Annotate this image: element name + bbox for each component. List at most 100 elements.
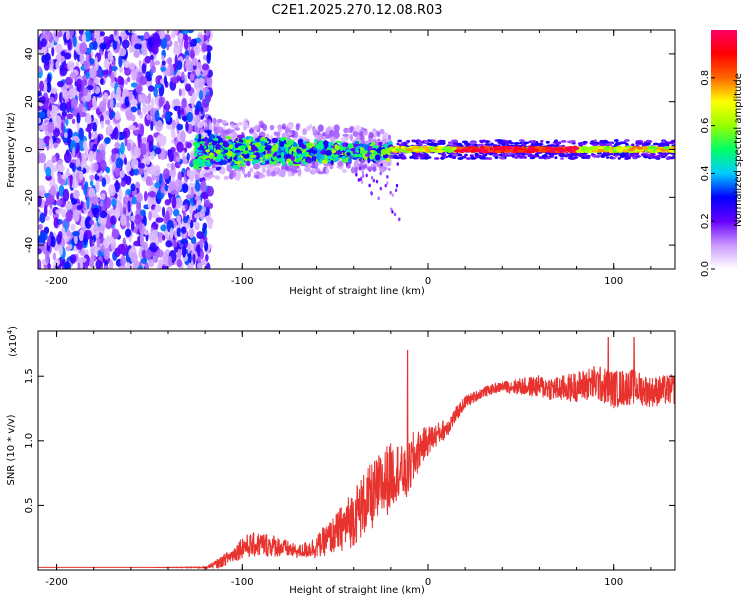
spectrogram-noise-speckle: [134, 214, 142, 225]
spectrogram-band-cell: [367, 145, 374, 152]
spectrogram-carrier-glow: [482, 139, 486, 143]
spectrogram-noise-speckle: [66, 167, 70, 178]
spectrogram-carrier-cell: [445, 149, 452, 153]
spectrogram-halo: [258, 120, 263, 127]
spectrogram-carrier-glow: [670, 139, 675, 143]
spectrogram-halo: [346, 127, 351, 133]
spectrogram-noise-speckle: [113, 127, 119, 140]
spectrogram-noise-speckle: [92, 40, 98, 51]
spectrogram-band-cell: [344, 157, 350, 163]
spectrogram-carrier-glow: [559, 157, 565, 160]
spectrogram-carrier-cell: [628, 148, 635, 152]
spectrogram-noise-speckle: [101, 69, 109, 76]
spectrogram-noise-speckle: [106, 197, 111, 203]
spectrogram-noise-speckle: [113, 30, 118, 36]
spectrogram-carrier-glow: [469, 156, 477, 160]
spectrogram-halo: [340, 137, 346, 142]
spectrogram-noise-speckle: [176, 75, 181, 82]
spectrogram-streak-cell: [365, 173, 368, 178]
spectrogram-noise-speckle: [176, 215, 182, 223]
spectrogram-noise-speckle: [114, 179, 120, 192]
spectrogram-band-cell: [374, 154, 381, 161]
spectrogram-noise-speckle: [147, 196, 152, 210]
spectrogram-halo: [236, 173, 241, 182]
spectrogram-carrier-glow: [583, 154, 588, 157]
spectrogram-band-cell: [326, 146, 332, 150]
spectrogram-halo: [352, 130, 359, 137]
spectrogram-noise-speckle: [89, 180, 94, 187]
spectrogram-noise-speckle: [65, 210, 73, 222]
spectrogram-band-cell: [307, 157, 312, 162]
spectrogram-halo: [328, 129, 335, 137]
spectrogram-noise-speckle: [124, 95, 130, 108]
spectrogram-noise-speckle: [111, 153, 116, 163]
spectrogram-band-cell: [279, 141, 284, 148]
spectrogram-streak-cell: [363, 164, 367, 169]
spectrogram-carrier-glow: [640, 153, 646, 157]
spectrogram-noise-speckle: [145, 156, 151, 166]
spectrogram-carrier-glow: [621, 151, 629, 155]
spectrogram-carrier-glow: [412, 154, 419, 158]
spectrogram-carrier-cell: [592, 149, 598, 153]
spectrogram-band-cell: [265, 145, 272, 149]
spectrogram-noise-speckle: [206, 52, 211, 64]
spectrogram-noise-speckle: [197, 256, 201, 265]
spectrogram-noise-speckle: [171, 196, 177, 209]
spectrogram-noise-speckle: [89, 219, 95, 226]
spectrogram-noise-speckle: [158, 173, 163, 186]
spectrogram-noise-speckle: [70, 223, 76, 231]
spectrogram-band-cell: [323, 160, 328, 164]
spectrogram-noise-speckle: [130, 158, 139, 170]
spectrogram-halo: [295, 124, 300, 131]
spectrogram-carrier-cell: [425, 148, 429, 153]
spectrogram-halo: [216, 118, 223, 124]
spectrogram-halo: [244, 173, 248, 178]
spectrogram-carrier-glow: [567, 154, 574, 158]
spectrogram-noise-speckle: [112, 59, 116, 68]
spectrogram-halo: [277, 128, 283, 133]
spectrogram-carrier-glow: [635, 155, 642, 158]
spectrogram-noise-speckle: [150, 199, 155, 206]
spectrogram-band-cell: [227, 151, 233, 157]
spectrogram-noise-speckle: [86, 48, 92, 54]
spectrogram-noise-speckle: [183, 38, 189, 50]
spectrogram-band-cell: [286, 140, 294, 146]
spectrogram-halo: [221, 119, 227, 126]
spectrogram-noise-speckle: [172, 119, 176, 130]
spectrogram-noise-speckle: [92, 30, 101, 39]
spectrogram-noise-speckle: [69, 162, 74, 169]
spectrogram-band-cell: [245, 136, 250, 140]
spectrogram-noise-speckle: [119, 169, 125, 178]
spectrogram-noise-speckle: [199, 89, 204, 101]
spectrogram-noise-speckle: [164, 229, 169, 240]
spectrogram-band-cell: [271, 154, 277, 157]
spectrogram-noise-speckle: [78, 127, 84, 141]
spectrogram-halo: [317, 171, 325, 175]
spectrogram-noise-speckle: [115, 102, 122, 108]
spectrogram-noise-speckle: [38, 224, 43, 231]
spectrogram-noise-speckle: [148, 210, 152, 221]
spectrogram-noise-speckle: [38, 80, 44, 92]
spectrogram-noise-speckle: [204, 240, 209, 252]
spectrogram-band-cell: [339, 145, 344, 152]
spectrogram-streak-cell: [361, 174, 365, 178]
spectrogram-band-cell: [277, 157, 285, 161]
spectrogram-noise-speckle: [61, 110, 68, 117]
spectrogram-carrier-cell: [470, 149, 477, 153]
spectrogram-band-cell: [272, 144, 279, 151]
spectrogram-noise-speckle: [65, 76, 73, 86]
spectrogram-noise-speckle: [201, 63, 209, 71]
spectrogram-noise-speckle: [120, 255, 126, 267]
spectrogram-carrier-glow: [433, 157, 440, 160]
spectrogram-noise-speckle: [123, 90, 130, 97]
spectrogram-noise-speckle: [188, 36, 192, 43]
spectrogram-carrier-glow: [652, 153, 656, 156]
spectrogram-carrier-cell: [528, 145, 532, 149]
spectrogram-noise-speckle: [45, 250, 50, 264]
spectrogram-carrier-glow: [400, 156, 407, 160]
spectrogram-carrier-glow: [393, 154, 398, 158]
spectrogram-noise-speckle: [137, 162, 145, 170]
spectrogram-noise-speckle: [72, 230, 80, 237]
spectrogram-carrier-cell: [612, 149, 617, 153]
spectrogram-noise-speckle: [166, 123, 174, 130]
